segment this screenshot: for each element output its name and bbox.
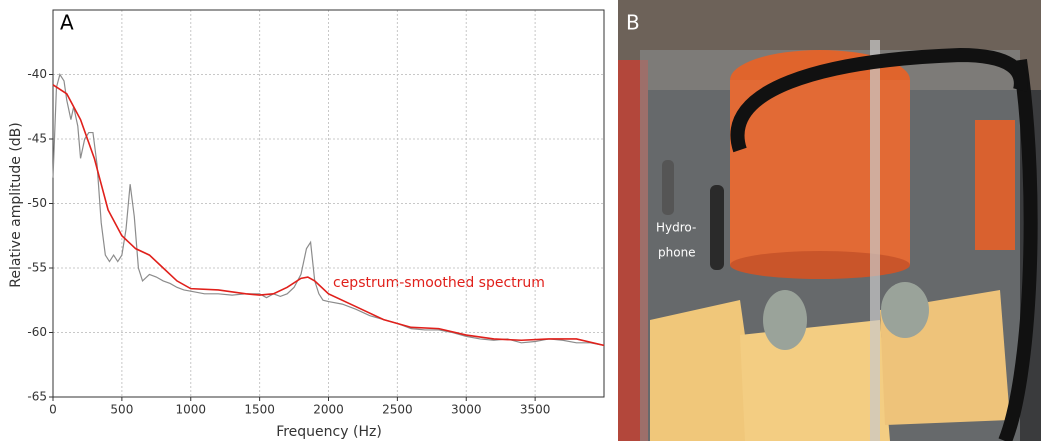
tank-edge	[870, 40, 880, 441]
series-line	[52, 84, 605, 347]
photo: Hydro- phone B	[618, 0, 1041, 441]
x-tick-label: 1500	[244, 403, 275, 417]
fish	[881, 282, 929, 338]
x-axis-label: Frequency (Hz)	[276, 424, 382, 440]
photo-label: Hydro-	[656, 221, 696, 235]
cable	[998, 59, 1038, 441]
hydrophone	[662, 160, 674, 215]
plot-frame	[52, 9, 605, 398]
cable	[730, 47, 1028, 153]
sponge	[740, 320, 890, 441]
x-tick-label: 0	[49, 403, 57, 417]
y-tick-label: -45	[27, 132, 47, 146]
y-tick-label: -55	[27, 261, 47, 275]
y-tick-label: -65	[27, 390, 47, 404]
panel-label: B	[626, 11, 640, 35]
x-tick-label: 2000	[313, 403, 344, 417]
y-tick-label: -40	[27, 67, 47, 81]
fish	[763, 290, 807, 350]
x-tick-label: 2500	[382, 403, 413, 417]
annotation: cepstrum-smoothed spectrum	[333, 275, 545, 291]
y-tick-label: -60	[27, 325, 47, 339]
x-tick-label: 3500	[520, 403, 551, 417]
y-axis-label: Relative amplitude (dB)	[8, 122, 24, 288]
hydrophone	[710, 185, 724, 270]
x-tick-label: 1000	[175, 403, 206, 417]
sponge	[650, 300, 760, 441]
x-tick-label: 3000	[451, 403, 482, 417]
cylinder-side	[975, 120, 1015, 250]
cylinder-bottom	[730, 251, 910, 279]
x-tick-label: 500	[110, 403, 133, 417]
y-tick-label: -50	[27, 196, 47, 210]
panel-label: A	[60, 11, 74, 35]
photo-label: phone	[658, 246, 696, 260]
